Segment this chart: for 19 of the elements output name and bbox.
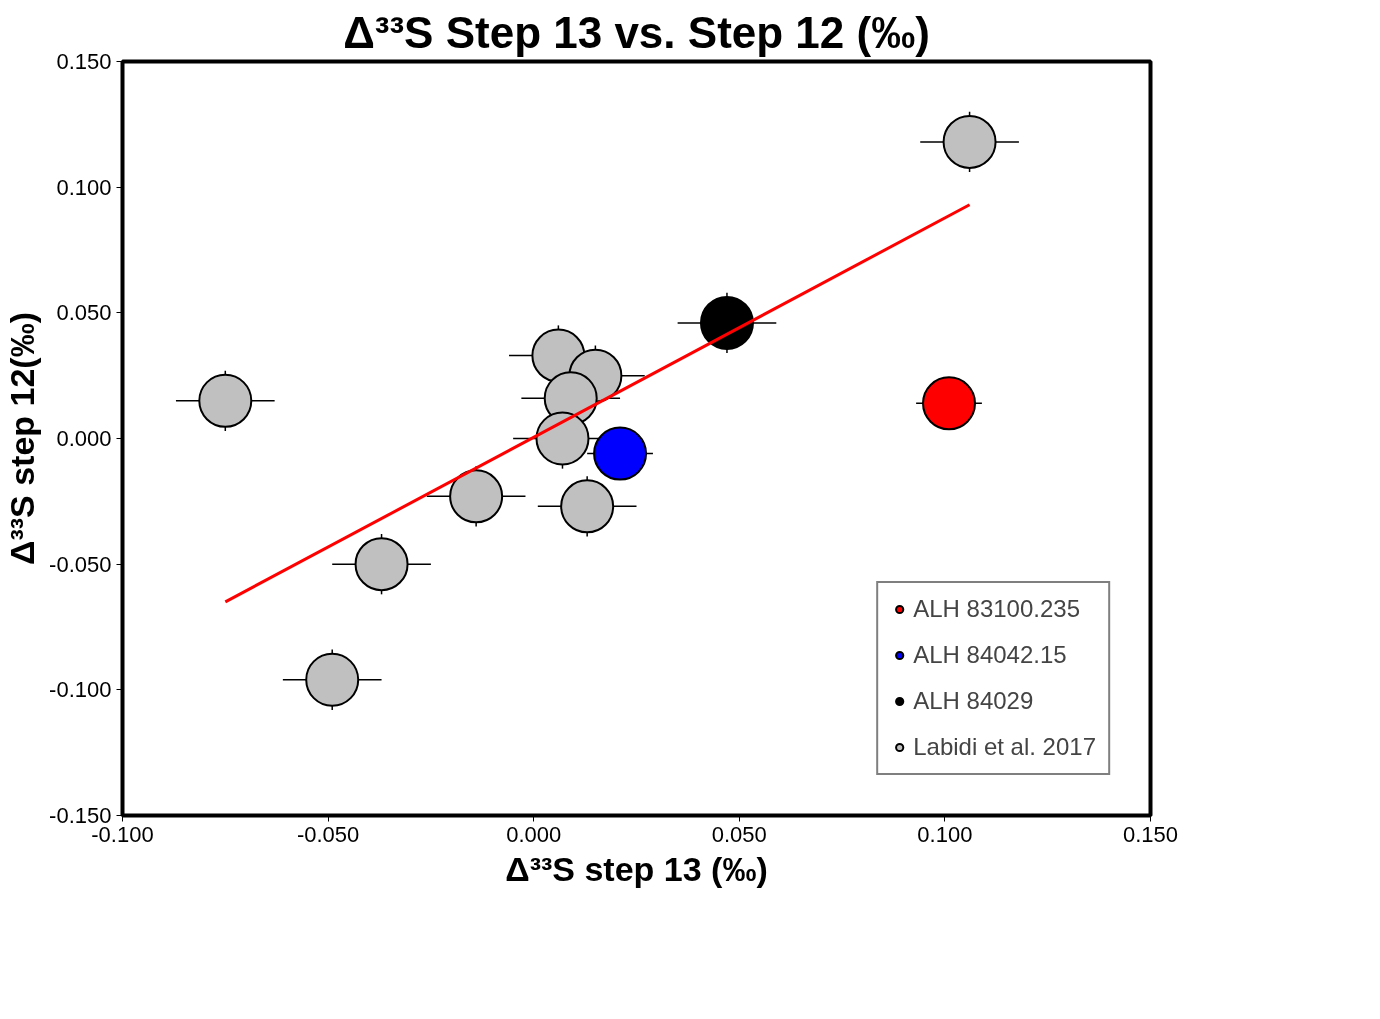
legend-label: ALH 83100.235 xyxy=(913,595,1080,623)
y-tick-label: 0.150 xyxy=(56,49,112,74)
y-tick-label: 0.050 xyxy=(56,300,112,326)
legend-label: Labidi et al. 2017 xyxy=(913,733,1096,761)
legend-label: ALH 84042.15 xyxy=(913,641,1067,669)
x-tick-label: 0.000 xyxy=(506,821,562,847)
x-tick-label: 0.050 xyxy=(711,821,767,847)
y-tick-label: -0.100 xyxy=(49,677,112,703)
x-axis-title: Δ³³S step 13 (‰) xyxy=(505,849,768,888)
y-tick-label: 0.000 xyxy=(56,426,112,451)
x-tick-label: -0.050 xyxy=(296,821,360,847)
chart-title: Δ³³S Step 13 vs. Step 12 (‰) xyxy=(343,7,930,57)
legend-label: ALH 84029 xyxy=(913,687,1034,715)
x-tick-label: 0.150 xyxy=(1122,821,1179,847)
y-tick-label: -0.050 xyxy=(49,551,112,577)
y-tick-label: -0.150 xyxy=(49,803,112,828)
y-axis-title: Δ³³S step 12(‰) xyxy=(3,311,42,566)
y-tick-label: 0.100 xyxy=(56,174,112,200)
x-tick-label: 0.100 xyxy=(917,821,973,847)
